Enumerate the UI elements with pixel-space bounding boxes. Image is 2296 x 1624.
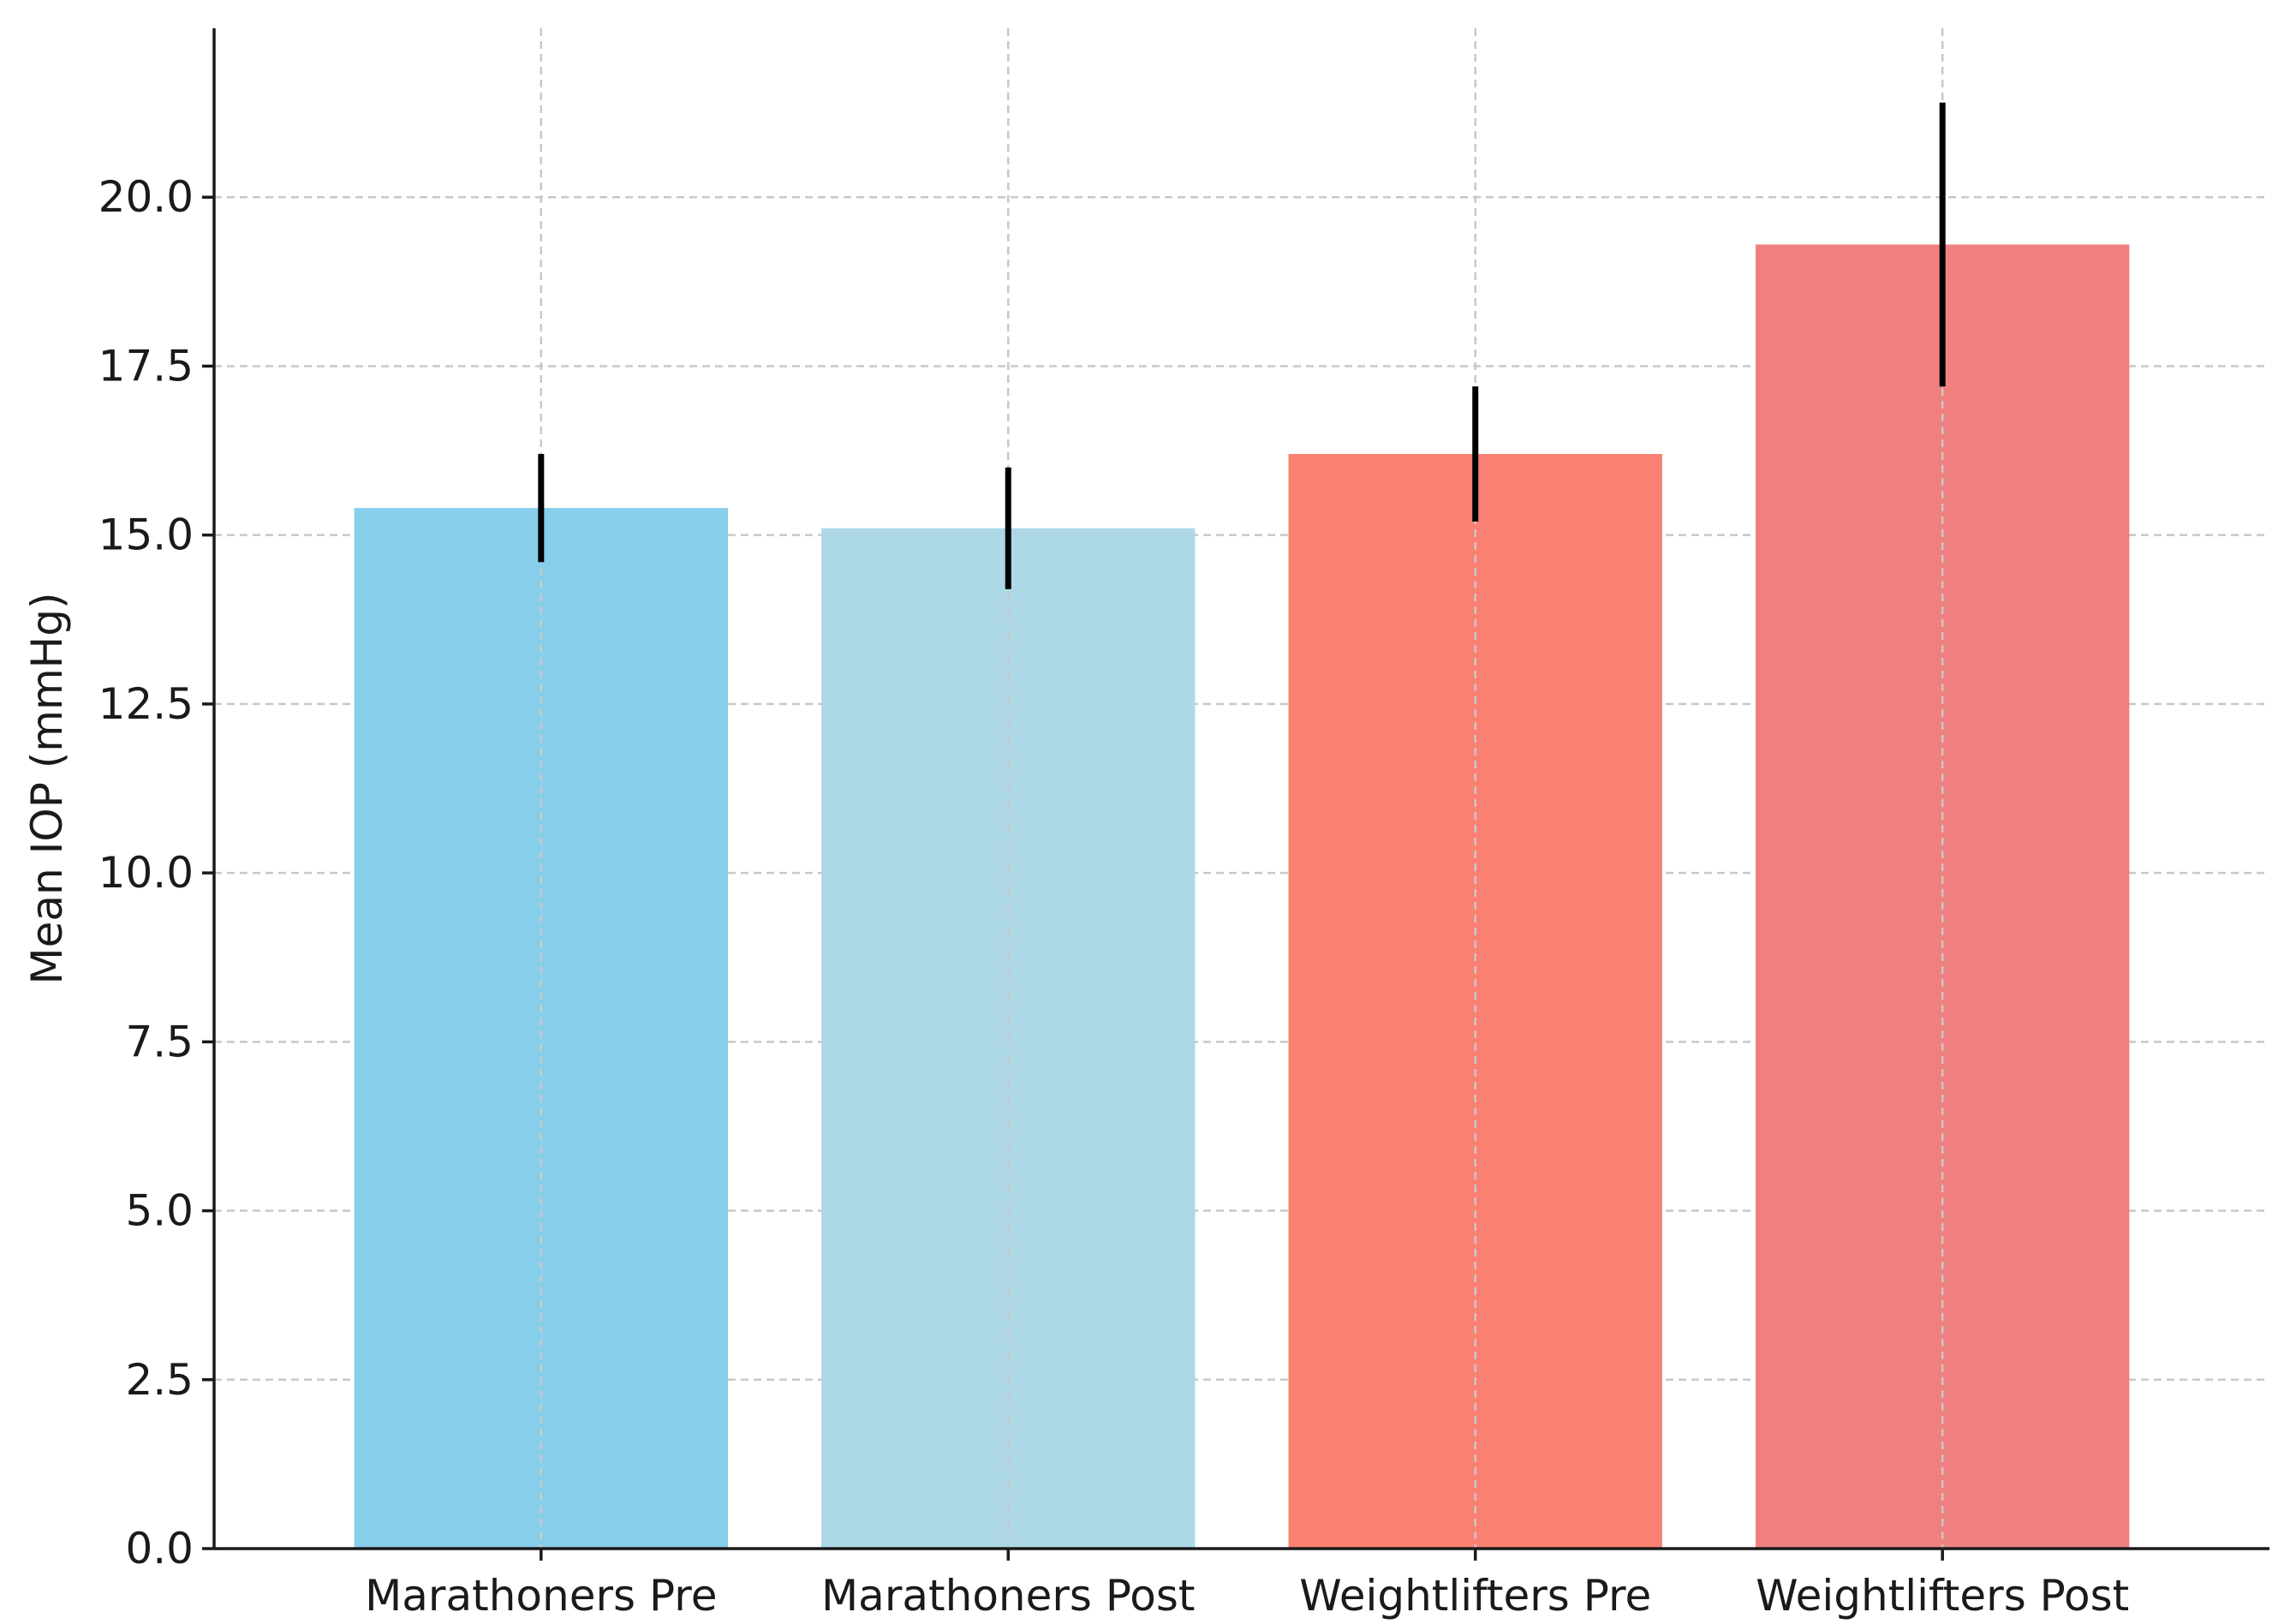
x-tick-label: Weightlifters Pre — [1299, 1571, 1651, 1621]
error-bars — [538, 102, 1946, 589]
bar — [354, 508, 728, 1549]
y-axis-ticks: 0.0 2.5 5.0 7.5 10.0 12.5 15.0 17.5 20.0 — [98, 172, 214, 1573]
y-tick-label: 10.0 — [98, 848, 194, 898]
x-axis-ticks: Marathoners Pre Marathoners Post Weightlif… — [365, 1549, 2129, 1621]
y-tick-label: 17.5 — [98, 341, 194, 391]
y-tick-label: 2.5 — [125, 1355, 194, 1405]
x-tick-label: Marathoners Post — [821, 1571, 1195, 1621]
y-tick-label: 5.0 — [125, 1186, 194, 1236]
axes — [212, 28, 2269, 1550]
y-axis-label: Mean IOP (mmHg) — [22, 592, 72, 984]
bars — [354, 244, 2130, 1549]
y-tick-label: 7.5 — [125, 1017, 194, 1066]
x-tick-label: Marathoners Pre — [365, 1571, 717, 1621]
vertical-grid — [540, 28, 1944, 1549]
y-tick-label: 15.0 — [98, 510, 194, 560]
x-tick-label: Weightlifters Post — [1756, 1571, 2129, 1621]
y-tick-label: 20.0 — [98, 172, 194, 222]
y-tick-label: 0.0 — [125, 1524, 194, 1573]
y-tick-label: 12.5 — [98, 679, 194, 729]
